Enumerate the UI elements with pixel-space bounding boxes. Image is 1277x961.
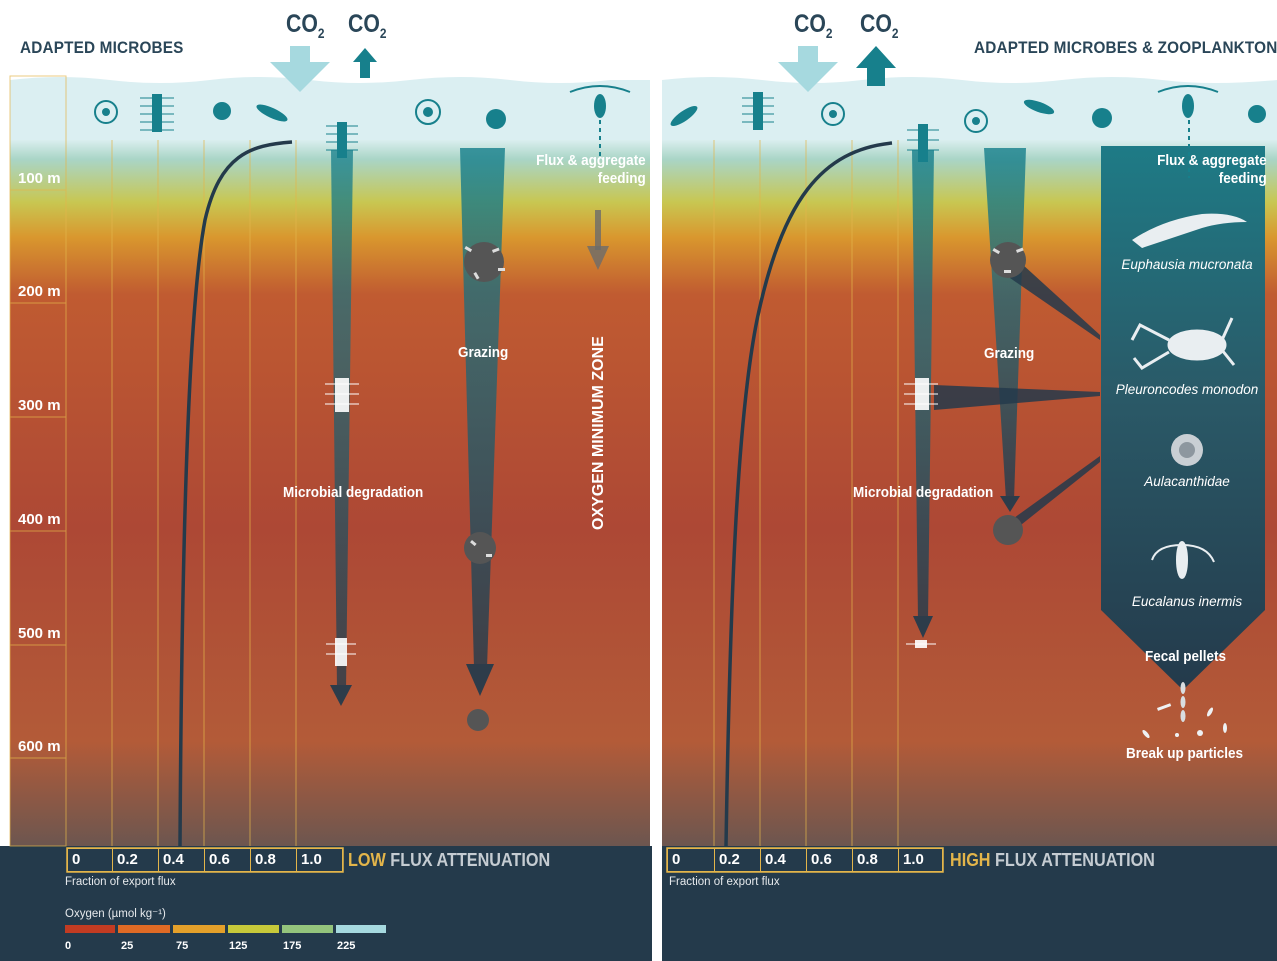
flux-tick-0.6: 0.6 [204, 848, 251, 872]
diatom-icon [213, 102, 231, 120]
oxygen-tick-25: 25 [121, 940, 134, 952]
flux-tick-1.0: 1.0 [898, 848, 943, 872]
flux-tick-0.4: 0.4 [158, 848, 205, 872]
co2-up-label: CO2 [348, 10, 387, 41]
attenuation-label: HIGH FLUX ATTENUATION [950, 850, 1155, 870]
euphausia-icon [1132, 213, 1247, 248]
species-pleuroncodes-monodon: Pleuroncodes monodon [1115, 382, 1259, 397]
break-up-particles-label: Break up particles [1126, 745, 1244, 762]
diatom-icon [486, 109, 506, 129]
oxygen-tick-125: 125 [229, 940, 248, 952]
flux-curve [724, 141, 893, 847]
zooplankton-column [1101, 146, 1265, 690]
co2-up-arrow [856, 46, 896, 86]
feeding-cone-pleuroncodes [934, 385, 1100, 410]
species-aulacanthidae: Aulacanthidae [1144, 474, 1230, 489]
diatom-icon [1248, 105, 1266, 123]
depth-label-400: 400 m [18, 511, 61, 528]
fecal-pellet-icon [1180, 682, 1186, 722]
oxygen-swatch-2 [173, 925, 225, 933]
flux-tick-0: 0 [67, 848, 113, 872]
oxygen-legend-title: Oxygen (µmol kg⁻¹) [65, 908, 166, 920]
grazing-label: Grazing [458, 344, 509, 361]
panel-title: ADAPTED MICROBES & ZOOPLANKTON [974, 38, 1277, 57]
co2-down-label: CO2 [794, 10, 833, 41]
radiolarian-icon [964, 109, 988, 133]
radiolarian-icon [821, 102, 845, 126]
grazing-beam [984, 148, 1026, 500]
microbial-beam [331, 150, 353, 690]
flux-tick-0.8: 0.8 [852, 848, 899, 872]
co2-down-arrow [270, 46, 330, 92]
oxygen-tick-0: 0 [65, 940, 72, 952]
oxygen-tick-225: 225 [337, 940, 356, 952]
panel-background [0, 46, 652, 961]
microbial-degradation-label: Microbial degradation [283, 484, 424, 501]
flux-tick-0.2: 0.2 [714, 848, 761, 872]
copepod-icon [1157, 85, 1219, 93]
co2-down-label: CO2 [286, 10, 325, 41]
flux-tick-0.6: 0.6 [806, 848, 853, 872]
flux-tick-0.4: 0.4 [760, 848, 807, 872]
oxygen-swatch-3 [228, 925, 279, 933]
panel-background [662, 0, 1277, 961]
pleuroncodes-icon [1130, 317, 1236, 370]
panel-adapted-microbes: ADAPTED MICROBES CO2 CO2 100 m 200 m 300… [0, 10, 652, 961]
oxygen-minimum-zone-label: OXYGEN MINIMUM ZONE [590, 336, 607, 530]
oxygen-swatch-0 [65, 925, 115, 933]
eucalanus-icon [1151, 541, 1215, 579]
pennate-diatom-icon [670, 105, 698, 127]
pennate-diatom-icon [1023, 99, 1055, 115]
flux-feeding-label: Flux & aggregate feeding [536, 152, 646, 187]
flux-tick-0.8: 0.8 [250, 848, 297, 872]
break-up-particles-icon [1142, 703, 1227, 739]
radiolarian-icon [94, 100, 118, 124]
microbial-degradation-label: Microbial degradation [853, 484, 994, 501]
species-eucalanus-inermis: Eucalanus inermis [1131, 594, 1243, 609]
depth-label-300: 300 m [18, 397, 61, 414]
aulacanthidae-icon [1171, 434, 1203, 466]
fecal-pellets-label: Fecal pellets [1145, 648, 1227, 665]
flux-feeding-label: Flux & aggregate feeding [1157, 152, 1267, 187]
oxygen-tick-175: 175 [283, 940, 302, 952]
depth-label-600: 600 m [18, 738, 61, 755]
diatom-icon [1092, 108, 1112, 128]
oxygen-swatch-5 [336, 925, 386, 933]
pennate-diatom-icon [256, 104, 288, 122]
flux-axis-label: Fraction of export flux [65, 876, 176, 888]
depth-label-100: 100 m [18, 170, 61, 187]
attenuation-label: LOW FLUX ATTENUATION [348, 850, 551, 870]
feeding-cone-aulacanthidae [1002, 456, 1100, 540]
flux-tick-1.0: 1.0 [296, 848, 343, 872]
panel-adapted-microbes-zooplankton: ADAPTED MICROBES & ZOOPLANKTON CO2 CO2 F… [662, 0, 1277, 961]
oxygen-swatch-1 [118, 925, 170, 933]
feeding-cone-euphausia [1010, 264, 1100, 340]
co2-down-arrow [778, 46, 838, 92]
grazing-label: Grazing [984, 345, 1035, 362]
flux-curve [178, 140, 293, 847]
depth-label-200: 200 m [18, 283, 61, 300]
oxygen-swatch-4 [282, 925, 333, 933]
panel-title: ADAPTED MICROBES [20, 38, 184, 57]
flux-tick-0: 0 [667, 848, 715, 872]
copepod-icon [569, 85, 631, 93]
chain-diatom-icon [152, 94, 347, 158]
flux-tick-0.2: 0.2 [112, 848, 159, 872]
oxygen-tick-75: 75 [176, 940, 189, 952]
flux-feeding-arrow [587, 246, 609, 270]
co2-up-arrow [353, 48, 377, 78]
flux-axis-label: Fraction of export flux [669, 876, 780, 888]
species-euphausia-mucronata: Euphausia mucronata [1121, 257, 1253, 272]
chain-diatom-icon [753, 92, 928, 162]
radiolarian-icon [415, 99, 441, 125]
depth-label-500: 500 m [18, 625, 61, 642]
co2-up-label: CO2 [860, 10, 899, 41]
